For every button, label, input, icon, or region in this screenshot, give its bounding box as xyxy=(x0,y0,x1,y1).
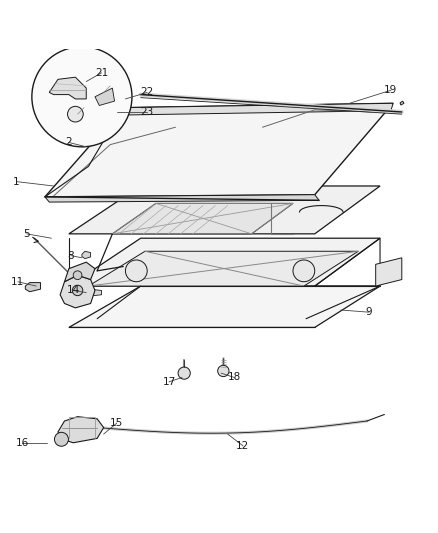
Circle shape xyxy=(32,47,132,147)
Circle shape xyxy=(218,365,229,377)
Polygon shape xyxy=(88,251,358,286)
Text: 23: 23 xyxy=(141,107,154,117)
Polygon shape xyxy=(69,238,380,286)
Polygon shape xyxy=(82,251,91,259)
Polygon shape xyxy=(95,88,115,106)
Text: 5: 5 xyxy=(23,229,30,239)
Polygon shape xyxy=(69,186,380,234)
Text: 1: 1 xyxy=(13,176,20,187)
Circle shape xyxy=(67,107,83,122)
Text: 9: 9 xyxy=(366,307,372,317)
Text: 21: 21 xyxy=(95,68,108,78)
Text: 15: 15 xyxy=(110,418,124,428)
Polygon shape xyxy=(400,101,404,105)
Polygon shape xyxy=(376,258,402,286)
Circle shape xyxy=(73,271,82,279)
Circle shape xyxy=(125,260,147,282)
Polygon shape xyxy=(25,282,41,292)
Text: 14: 14 xyxy=(67,286,80,295)
Text: 18: 18 xyxy=(228,373,241,383)
Polygon shape xyxy=(45,103,393,197)
Polygon shape xyxy=(78,137,95,147)
Polygon shape xyxy=(121,103,393,115)
Polygon shape xyxy=(84,289,102,296)
Text: 11: 11 xyxy=(11,277,25,287)
Polygon shape xyxy=(49,77,86,99)
Polygon shape xyxy=(45,195,319,202)
Polygon shape xyxy=(113,204,293,234)
Polygon shape xyxy=(58,417,104,443)
Circle shape xyxy=(293,260,315,282)
Text: 19: 19 xyxy=(384,85,398,95)
Text: 2: 2 xyxy=(66,138,72,148)
Text: 16: 16 xyxy=(16,438,29,448)
Circle shape xyxy=(178,367,190,379)
Text: 12: 12 xyxy=(237,441,250,451)
Text: 8: 8 xyxy=(68,251,74,261)
Polygon shape xyxy=(69,286,380,327)
Polygon shape xyxy=(60,275,95,308)
Polygon shape xyxy=(64,262,95,282)
Circle shape xyxy=(54,432,68,446)
Text: 22: 22 xyxy=(141,87,154,98)
Circle shape xyxy=(72,285,83,296)
Text: 17: 17 xyxy=(162,377,176,387)
